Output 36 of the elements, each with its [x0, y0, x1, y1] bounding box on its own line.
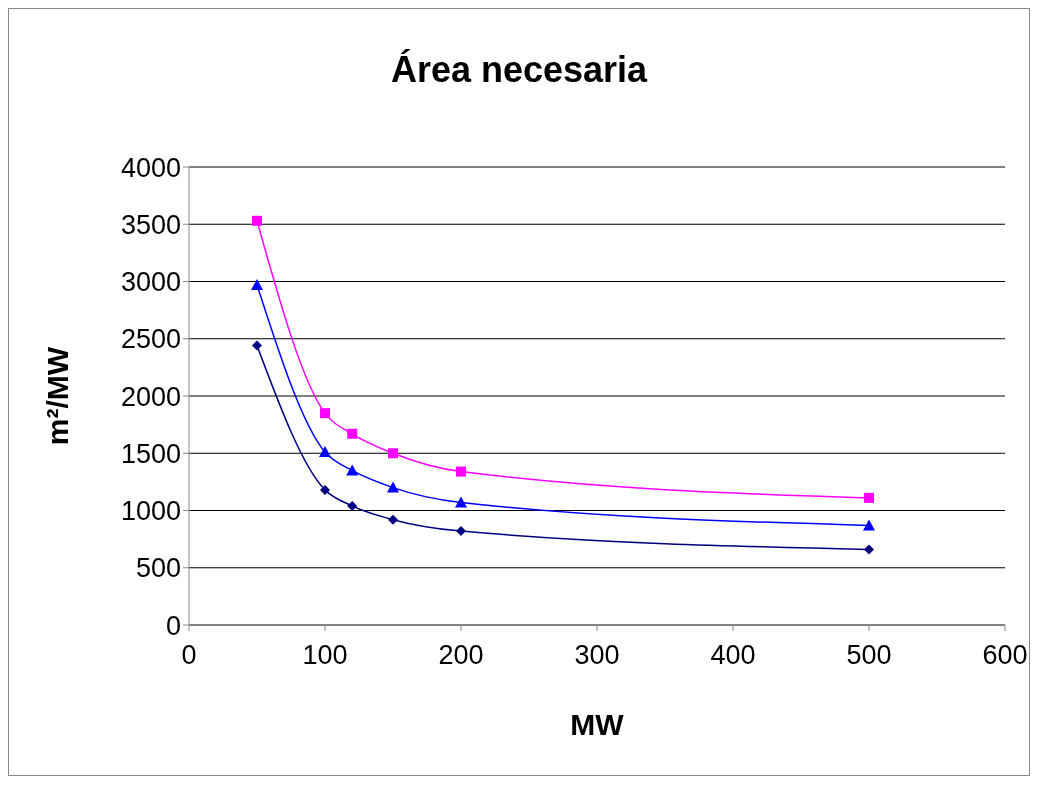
x-tick-label: 600 [982, 640, 1028, 671]
point [347, 500, 358, 511]
point [387, 481, 399, 493]
point [864, 544, 874, 555]
point [251, 278, 263, 290]
y-tick-label: 1500 [120, 438, 181, 469]
x-axis-title: MW [570, 708, 625, 741]
y-tick-label: 3500 [120, 209, 181, 240]
y-tick-label: 2500 [120, 324, 181, 355]
y-tick-label: 4000 [120, 152, 181, 183]
y-tick-label: 2000 [120, 381, 181, 412]
y-tick-label: 0 [165, 610, 181, 641]
x-tick-label: 100 [302, 640, 348, 671]
chart-title: Área necesaria [389, 49, 649, 91]
point [346, 464, 359, 476]
x-tick-label: 300 [574, 640, 620, 671]
point [864, 492, 874, 503]
point [388, 448, 398, 459]
y-tick-label: 1000 [120, 496, 181, 527]
point [347, 428, 358, 439]
x-tick-label: 500 [846, 640, 892, 671]
y-tick-label: 3000 [120, 267, 181, 298]
point [455, 496, 467, 508]
point [456, 526, 466, 537]
x-tick-label: 400 [710, 640, 756, 671]
x-tick-label: 200 [438, 640, 484, 671]
point [319, 446, 331, 458]
point [320, 484, 330, 495]
point [863, 519, 875, 531]
point [320, 408, 330, 419]
y-tick-label: 500 [135, 553, 181, 584]
point [456, 466, 466, 477]
y-axis-title: m²/MW [40, 346, 74, 446]
point [252, 340, 262, 351]
point [388, 514, 398, 525]
point [252, 215, 262, 226]
